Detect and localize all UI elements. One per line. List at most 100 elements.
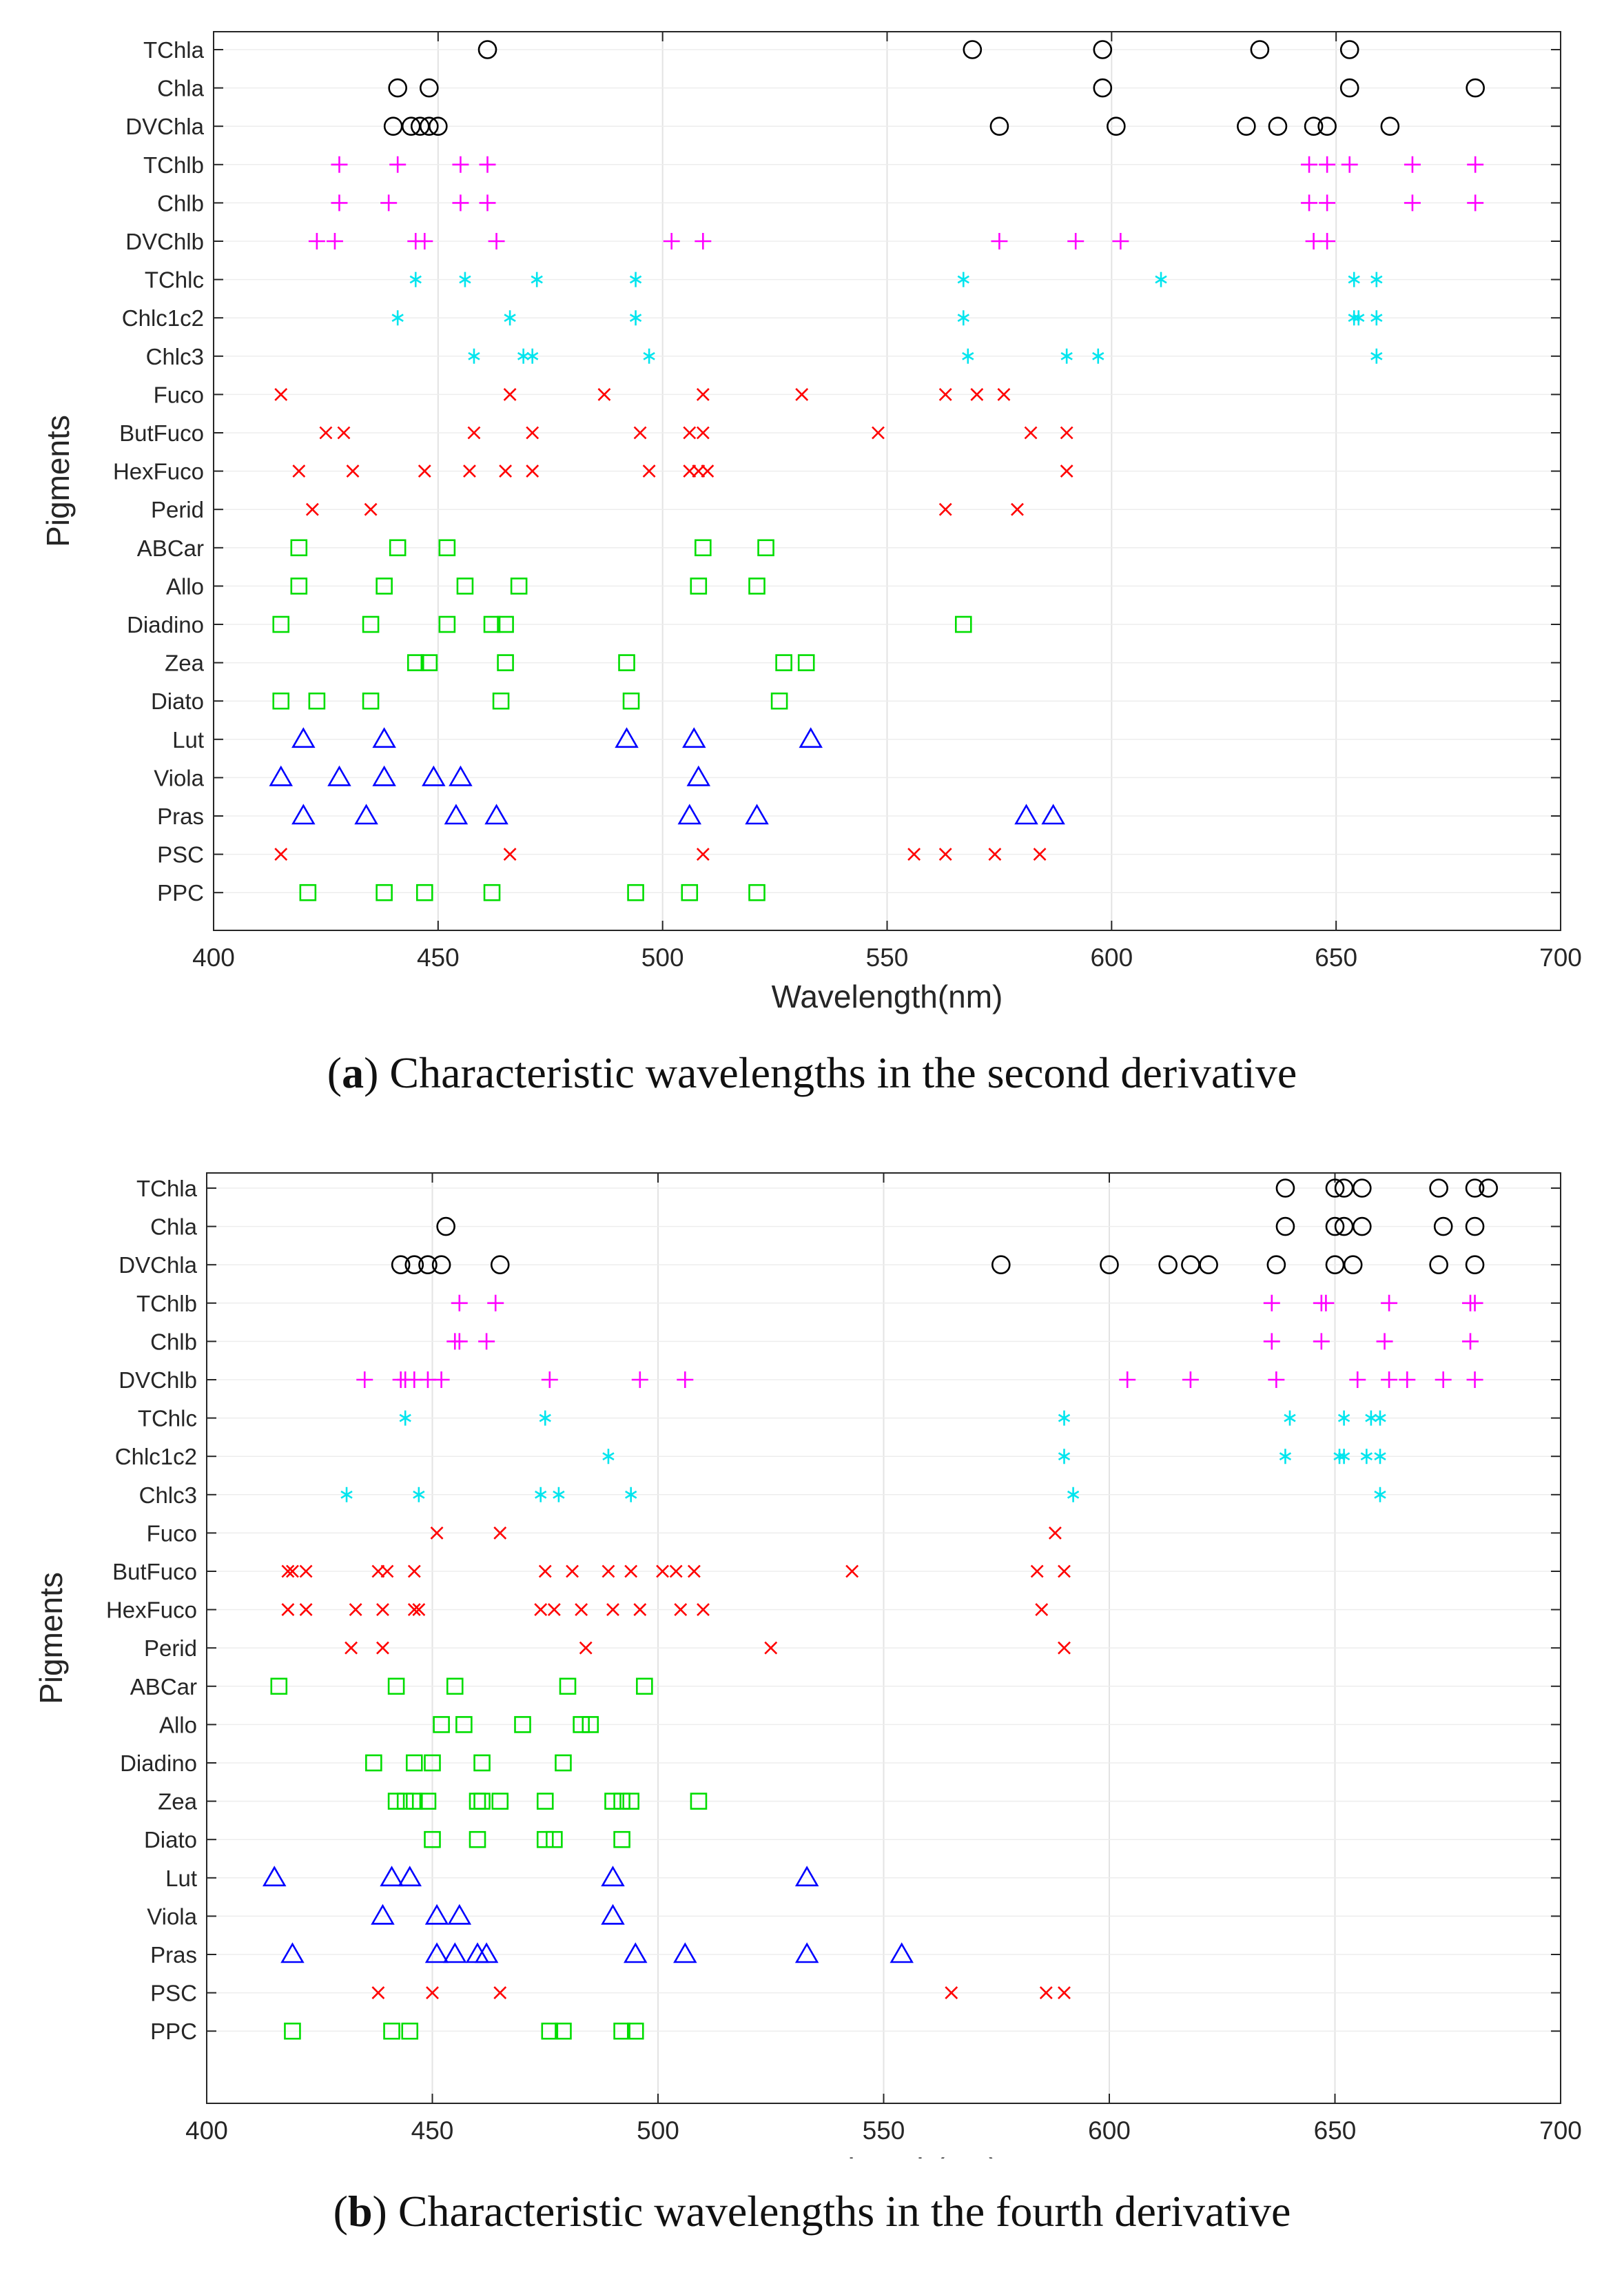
data-point: [1374, 1410, 1386, 1426]
series-lut: [262, 1866, 819, 1887]
data-point: [1182, 1371, 1199, 1388]
data-point: [687, 1564, 701, 1578]
data-point: [663, 233, 680, 249]
data-point: [281, 1603, 295, 1617]
data-point: [695, 233, 712, 249]
data-point: [346, 464, 360, 478]
data-point: [456, 578, 474, 595]
data-point: [626, 2022, 644, 2040]
data-point: [372, 727, 396, 748]
data-point: [354, 804, 378, 825]
data-point: [274, 387, 288, 401]
data-point: [1060, 426, 1073, 440]
series-diato: [424, 1830, 630, 1848]
data-point: [696, 426, 710, 440]
data-point: [745, 804, 769, 825]
data-point: [376, 884, 393, 901]
data-point: [308, 692, 326, 710]
data-point: [424, 1830, 441, 1848]
data-point: [1374, 1449, 1386, 1464]
data-point: [438, 539, 456, 557]
data-point: [388, 78, 407, 98]
data-point: [1284, 1410, 1296, 1426]
data-point: [1399, 1371, 1416, 1388]
data-point: [404, 1255, 424, 1274]
data-point: [449, 765, 473, 786]
data-point: [1466, 78, 1485, 98]
data-point: [290, 578, 308, 595]
data-point: [1250, 40, 1270, 59]
y-axis-label: Pigments: [40, 415, 76, 547]
data-point: [455, 1716, 473, 1733]
data-point: [1041, 804, 1065, 825]
data-point: [683, 426, 697, 440]
data-point: [1058, 1410, 1071, 1426]
data-point: [573, 1716, 590, 1733]
data-point: [945, 1986, 958, 2000]
data-point: [1381, 1294, 1398, 1311]
data-point: [677, 804, 702, 825]
y-tick-label: Diato: [144, 1827, 197, 1852]
data-point: [474, 1942, 499, 1963]
y-tick-label: TChla: [143, 37, 205, 63]
data-point: [362, 692, 380, 710]
data-point: [764, 1641, 778, 1655]
data-point: [281, 1564, 295, 1578]
data-point: [429, 116, 448, 136]
data-point: [483, 884, 501, 901]
data-point: [452, 156, 469, 173]
data-point: [280, 1942, 305, 1963]
data-point: [677, 1371, 694, 1388]
x-tick-label: 600: [1090, 943, 1133, 972]
data-point: [1325, 1178, 1345, 1198]
data-point: [1024, 426, 1038, 440]
data-point: [1275, 1216, 1295, 1236]
x-tick-label: 450: [411, 2116, 454, 2145]
data-point: [396, 1793, 414, 1810]
y-tick-label: Chlb: [150, 1329, 197, 1354]
data-point: [1465, 1178, 1485, 1198]
data-point: [673, 1942, 697, 1963]
series-perid: [305, 502, 1024, 516]
data-point: [409, 272, 422, 287]
data-point: [286, 1564, 299, 1578]
x-tick-label: 400: [185, 2116, 228, 2145]
data-point: [1353, 1178, 1372, 1198]
data-point: [362, 615, 380, 633]
data-point: [469, 1830, 486, 1848]
data-point: [491, 1793, 509, 1810]
data-point: [770, 692, 788, 710]
series-psc: [274, 848, 1047, 861]
data-point: [1479, 1178, 1498, 1198]
data-point: [1263, 1333, 1280, 1350]
data-point: [536, 1830, 554, 1848]
data-point: [1465, 1216, 1485, 1236]
y-tick-label: ABCar: [130, 1674, 197, 1699]
data-point: [938, 502, 952, 516]
data-point: [613, 1793, 630, 1810]
series-chlc3: [468, 348, 1383, 364]
data-point: [962, 348, 974, 364]
data-point: [514, 1716, 531, 1733]
data-point: [478, 1333, 495, 1350]
data-point: [582, 1716, 599, 1733]
y-tick-label: Perid: [144, 1635, 197, 1661]
y-axis-label: Pigments: [33, 1572, 69, 1704]
data-point: [413, 1487, 425, 1502]
data-point: [504, 310, 516, 326]
y-tick-label: DVChla: [125, 114, 204, 139]
series-allo: [433, 1716, 599, 1733]
x-tick-label: 550: [863, 2116, 905, 2145]
data-point: [1155, 272, 1167, 287]
data-point: [1119, 1371, 1136, 1388]
data-point: [1429, 1178, 1448, 1198]
y-tick-label: HexFuco: [106, 1597, 197, 1623]
y-tick-label: Allo: [159, 1712, 197, 1737]
data-point: [468, 348, 480, 364]
data-point: [1033, 848, 1047, 861]
data-point: [1268, 116, 1288, 136]
data-point: [546, 1830, 563, 1848]
series-abcar: [270, 1677, 653, 1695]
data-point: [1348, 272, 1360, 287]
data-point: [1107, 116, 1126, 136]
